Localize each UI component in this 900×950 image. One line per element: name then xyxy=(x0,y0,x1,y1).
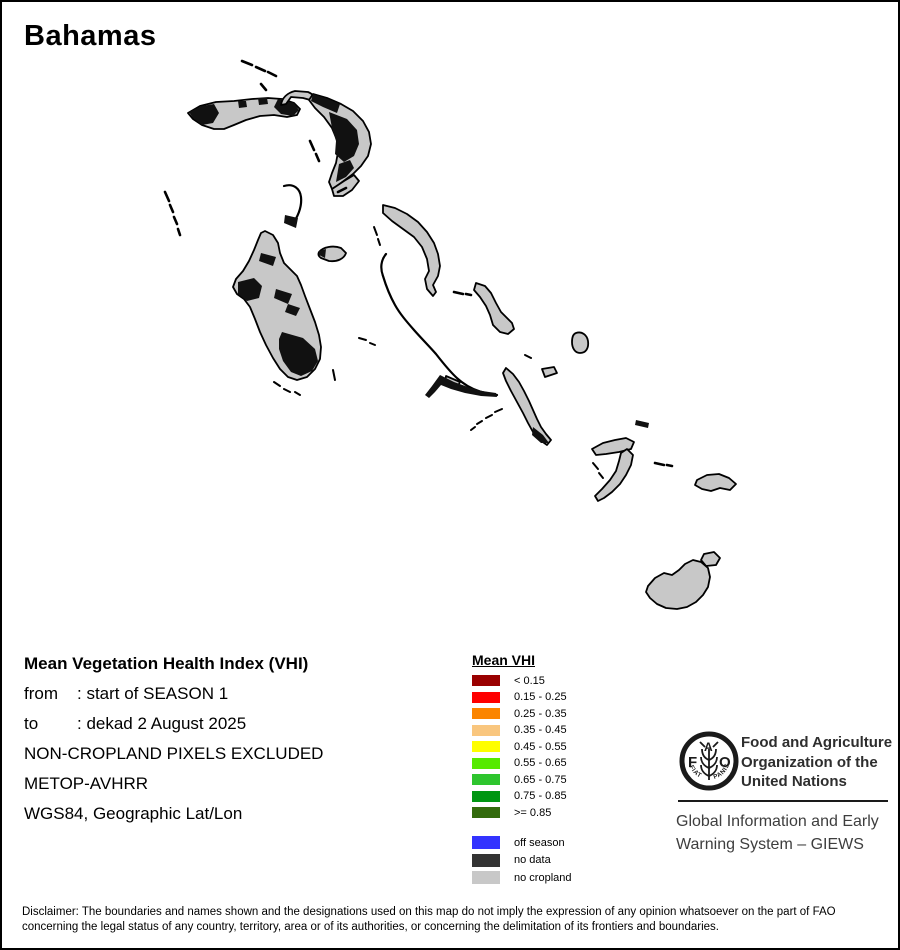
legend-entry-label: 0.45 - 0.55 xyxy=(514,740,567,753)
legend-color-swatch xyxy=(472,790,500,802)
legend-entry-label: 0.15 - 0.25 xyxy=(514,691,567,703)
map-islands xyxy=(163,59,737,610)
legend-entry: no cropland xyxy=(472,871,572,884)
legend-color-swatch xyxy=(472,675,500,686)
fao-org-line: Food and Agriculture xyxy=(741,734,893,751)
fao-org-line: United Nations xyxy=(741,773,847,790)
page-title: Bahamas xyxy=(24,20,157,52)
legend-color-swatch xyxy=(472,757,500,769)
info-line-from: from : start of SEASON 1 xyxy=(24,684,323,714)
legend-entry: no data xyxy=(472,853,572,867)
island-grand-bahama xyxy=(187,97,301,130)
to-label: to xyxy=(24,714,39,733)
fao-org-name: Food and Agriculture Organization of the… xyxy=(741,733,892,792)
legend-entry: 0.35 - 0.45 xyxy=(472,724,572,736)
fao-divider xyxy=(678,800,888,802)
disclaimer-line-1: Disclaimer: The boundaries and names sho… xyxy=(22,906,836,918)
island-san-salvador xyxy=(524,331,590,359)
legend-entry: >= 0.85 xyxy=(472,806,572,819)
island-great-inagua xyxy=(645,559,711,610)
info-line-noncropland: NON-CROPLAND PIXELS EXCLUDED xyxy=(24,744,324,763)
legend-entry-label: 0.65 - 0.75 xyxy=(514,773,567,786)
from-value: : start of SEASON 1 xyxy=(77,684,229,703)
legend-entry: 0.45 - 0.55 xyxy=(472,740,572,753)
island-exuma-chain xyxy=(332,252,499,398)
vhi-legend-entries: < 0.15 0.15 - 0.25 0.25 - 0.35 0.35 - 0.… xyxy=(472,674,572,819)
legend-entry-label: 0.75 - 0.85 xyxy=(514,790,567,802)
legend-title: Mean VHI xyxy=(472,652,536,668)
disclaimer-text: Disclaimer: The boundaries and names sho… xyxy=(22,905,836,935)
island-jumentos-cays xyxy=(470,408,503,431)
island-berry-islands xyxy=(282,184,303,228)
disclaimer-line-2: concerning the legal status of any count… xyxy=(22,921,719,933)
info-line-projection: WGS84, Geographic Lat/Lon xyxy=(24,804,243,823)
legend-color-swatch xyxy=(472,691,500,703)
legend-color-swatch xyxy=(472,741,500,752)
legend-entry-label: no data xyxy=(514,854,551,866)
legend-entry: < 0.15 xyxy=(472,674,572,687)
island-great-abaco xyxy=(308,93,372,197)
legend-color-swatch xyxy=(472,853,500,867)
to-value: : dekad 2 August 2025 xyxy=(77,714,247,733)
legend-entry-label: off season xyxy=(514,836,565,849)
island-mayaguana xyxy=(694,473,737,492)
legend-color-swatch xyxy=(472,807,500,818)
legend-entry: 0.55 - 0.65 xyxy=(472,757,572,769)
island-bimini-cays xyxy=(163,190,182,237)
legend: Mean VHI < 0.15 0.15 - 0.25 0.25 - 0.35 … xyxy=(472,652,572,884)
legend-entry-label: 0.55 - 0.65 xyxy=(514,757,567,769)
from-label: from xyxy=(24,684,58,703)
vhi-heading: Mean Vegetation Health Index (VHI) xyxy=(24,654,309,673)
legend-entry: 0.15 - 0.25 xyxy=(472,691,572,703)
info-line-sensor: METOP-AVHRR xyxy=(24,774,149,793)
legend-color-swatch xyxy=(472,871,500,884)
legend-entry: 0.65 - 0.75 xyxy=(472,773,572,786)
fao-letter-f: F xyxy=(688,754,697,771)
legend-extra-entries: off season no data no cropland xyxy=(472,836,572,884)
legend-color-swatch xyxy=(472,774,500,785)
fao-logo-icon: F A O FIAT PANIS xyxy=(679,731,739,791)
island-eleuthera xyxy=(373,204,441,297)
legend-color-swatch xyxy=(472,708,500,719)
legend-entry: 0.25 - 0.35 xyxy=(472,707,572,720)
island-little-inagua xyxy=(700,551,721,567)
island-crooked-acklins xyxy=(591,437,635,502)
island-walkers-cays xyxy=(240,59,278,92)
legend-entry-label: 0.35 - 0.45 xyxy=(514,724,567,736)
legend-entry-label: 0.25 - 0.35 xyxy=(514,707,567,720)
island-rum-cay xyxy=(541,366,558,378)
island-plana-cays xyxy=(653,461,674,468)
legend-entry-label: no cropland xyxy=(514,871,572,884)
map-info-block: Mean Vegetation Health Index (VHI) from:… xyxy=(24,654,323,834)
island-long-island xyxy=(502,367,552,446)
legend-entry: 0.75 - 0.85 xyxy=(472,790,572,802)
island-new-providence xyxy=(317,245,347,263)
fao-letter-a: A xyxy=(704,740,713,754)
legend-entry: off season xyxy=(472,836,572,849)
legend-entry-label: < 0.15 xyxy=(514,674,545,687)
island-andros xyxy=(232,230,322,396)
giews-name: Global Information and Early Warning Sys… xyxy=(676,811,879,856)
legend-color-swatch xyxy=(472,724,500,736)
fao-letter-o: O xyxy=(719,754,731,771)
legend-color-swatch xyxy=(472,836,500,849)
island-cat-island xyxy=(473,282,515,335)
giews-line: Warning System – GIEWS xyxy=(676,835,864,853)
island-little-san-salvador xyxy=(452,290,473,297)
island-samana-cay xyxy=(635,420,649,428)
legend-entry-label: >= 0.85 xyxy=(514,806,552,819)
info-line-to: to : dekad 2 August 2025 xyxy=(24,714,323,744)
fao-org-line: Organization of the xyxy=(741,753,878,771)
giews-line: Global Information and Early xyxy=(676,813,879,830)
